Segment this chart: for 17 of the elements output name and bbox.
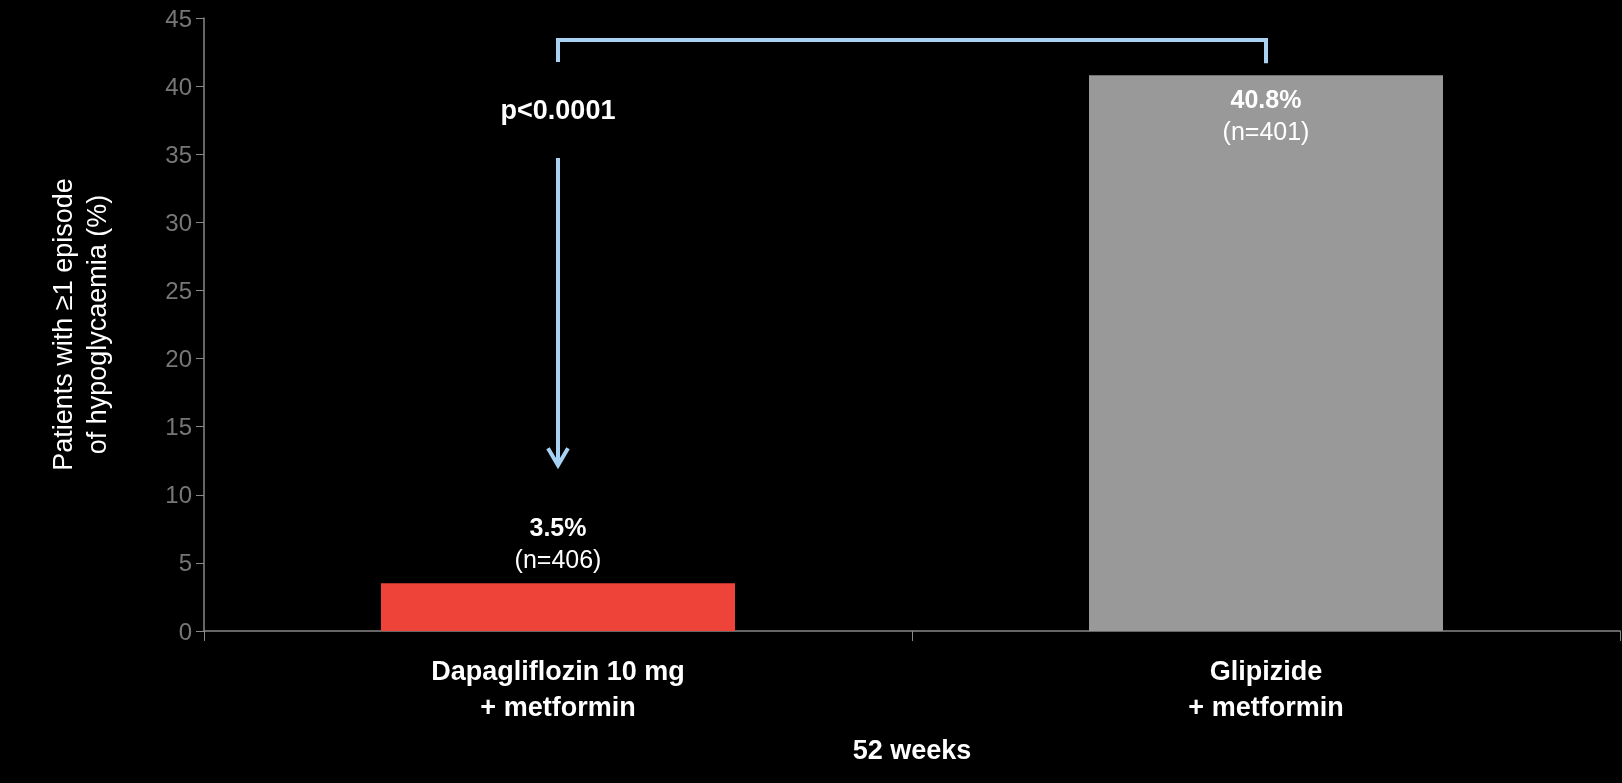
x-tick-label: Glipizide + metformin — [1188, 656, 1344, 722]
y-tick-label: 35 — [165, 140, 192, 168]
y-tick-label: 25 — [165, 276, 192, 304]
y-tick-label: 30 — [165, 208, 192, 236]
x-axis-title: 52 weeks — [852, 734, 972, 765]
y-tick-label: 40 — [165, 72, 192, 100]
y-tick-label: 5 — [178, 549, 192, 577]
y-tick-label: 10 — [165, 481, 192, 509]
data-label: 3.5% (n=406) — [514, 513, 602, 574]
y-tick-label: 20 — [165, 345, 192, 373]
data-label: 40.8% (n=401) — [1222, 85, 1310, 146]
y-tick-label: 15 — [165, 413, 192, 441]
y-tick-label: 0 — [178, 617, 192, 645]
y-axis-title: Patients with ≥1 episode of hypoglycaemia (%) — [48, 178, 112, 471]
x-tick-label: Dapagliflozin 10 mg + metformin — [431, 656, 685, 722]
y-tick-label: 45 — [165, 4, 192, 32]
annotation: p<0.0001 — [500, 95, 616, 125]
